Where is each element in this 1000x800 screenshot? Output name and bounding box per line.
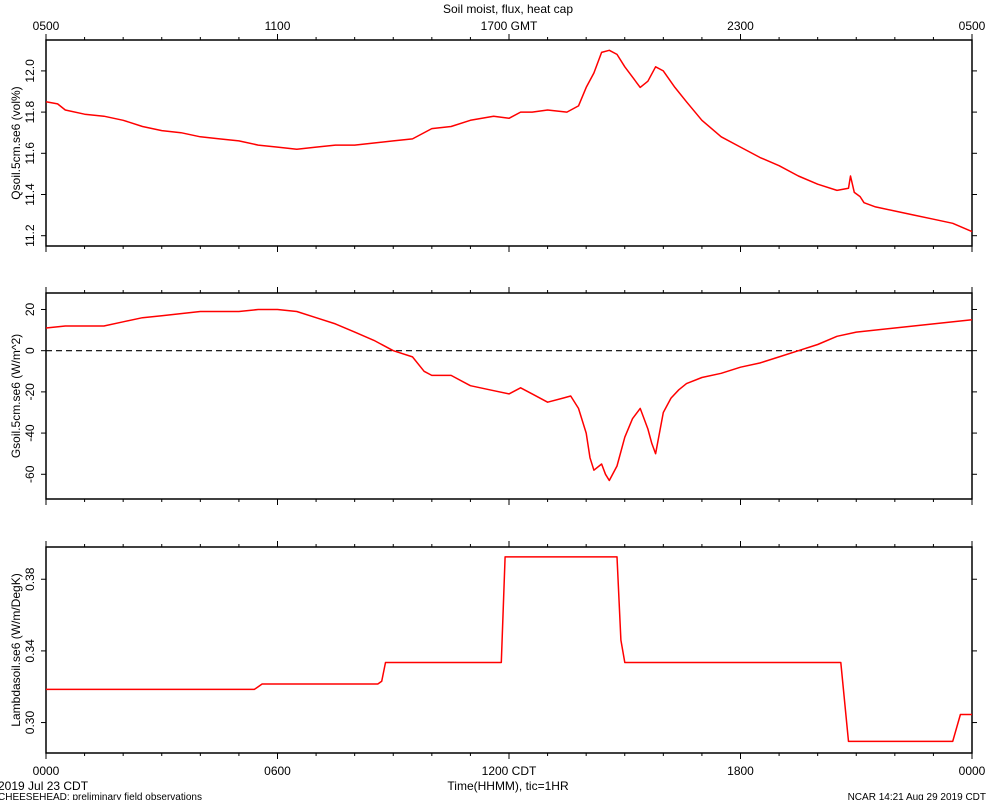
top-tick-label: 0500	[959, 19, 986, 33]
y-tick-label: -20	[23, 383, 37, 401]
series-line-conductivity	[46, 556, 972, 743]
y-tick-label: 12.0	[23, 59, 37, 83]
series-line-heat-flux	[45, 308, 973, 482]
footer-project: CHEESEHEAD: preliminary field observatio…	[0, 792, 202, 800]
y-axis-label-conductivity: Lambdasoil.se6 (W/m/DegK)	[9, 573, 23, 726]
bottom-tick-label: 1800	[727, 764, 754, 778]
y-axis-label-heat-flux: Gsoil.5cm.se6 (W/m^2)	[9, 334, 23, 458]
y-tick-label: 11.6	[23, 142, 37, 165]
y-tick-label: 0.34	[23, 639, 37, 663]
top-axis-tick-labels: 0500 1100 1700 GMT 2300 0500	[33, 19, 986, 33]
y-tick-label: -60	[23, 465, 37, 483]
footer-date: 2019 Jul 23 CDT	[0, 779, 89, 793]
top-tick-label: 1100	[265, 19, 291, 33]
y-tick-label: 11.8	[23, 101, 37, 124]
y-tick-label: 0.30	[23, 711, 37, 735]
y-tick-label: 0	[23, 347, 37, 354]
panel-frame-heat-flux	[45, 292, 973, 500]
bottom-tick-label: 0600	[264, 764, 291, 778]
y-tick-label: 20	[23, 302, 37, 316]
top-tick-label: 0500	[33, 19, 60, 33]
panel-heat-flux: -60 -40 -20 0 20 Gsoil.5cm.se6 (W/m^2)	[9, 287, 977, 505]
y-axis-label-moisture: Qsoil.5cm.se6 (vol%)	[9, 86, 23, 199]
bottom-tick-label: 1200 CDT	[482, 764, 537, 778]
x-axis-label: Time(HHMM), tic=1HR	[447, 779, 569, 793]
y-tick-label: 11.4	[23, 183, 37, 206]
panel-frame-conductivity	[45, 546, 973, 754]
y-tick-label: -40	[23, 424, 37, 442]
top-tick-label: 1700 GMT	[481, 19, 538, 33]
footer-stamp: NCAR 14:21 Aug 29 2019 CDT	[848, 792, 986, 800]
top-tick-label: 2300	[727, 19, 754, 33]
bottom-tick-label: 0000	[33, 764, 60, 778]
bottom-tick-label: 0000	[959, 764, 986, 778]
series-line-moisture	[45, 49, 973, 233]
y-tick-label: 11.2	[23, 224, 37, 247]
panel-frame-moisture	[45, 39, 973, 247]
chart-title: Soil moist, flux, heat cap	[443, 2, 573, 16]
y-tick-label: 0.38	[23, 567, 37, 591]
bottom-axis-tick-labels: 0000 0600 1200 CDT 1800 0000	[33, 764, 986, 778]
